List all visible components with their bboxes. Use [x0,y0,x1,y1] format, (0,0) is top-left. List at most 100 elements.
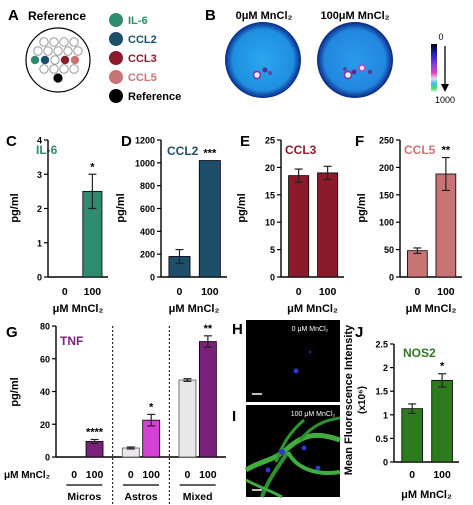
chart-j-xtick-label-1: 100 [433,469,451,481]
chart-j-bar-0 [401,408,423,463]
chart-e-bar-0 [288,175,310,278]
chart-g-ytick-label-0: 0 [45,453,50,463]
chart-f-xtick-label-0: 0 [414,286,420,298]
legend-swatch-1 [109,32,123,46]
chart-d-ytick-label-2: 400 [140,227,155,237]
chart-c-ytick-label-3: 3 [37,170,42,180]
panel-a-legend: IL-6 CCL2 CCL3 CCL5 Reference [109,13,181,103]
chart-g-xtick-label-3: 100 [142,469,160,481]
chart-j-xlabel: μM MnCl₂ [401,489,452,501]
chart-d-xtick-label-0: 0 [177,286,183,298]
chart-j-ytick-label-2: 1 [383,410,388,420]
chart-f-title: CCL5 [404,143,436,157]
chart-g-ylabel: pg/ml [9,377,21,406]
chart-c-ytick-label-0: 0 [37,273,42,283]
legend-label-4: Reference [128,91,181,103]
chart-j-ytick-label-0: 0 [383,458,388,468]
chart-f-sig-1: ** [442,145,451,157]
micrograph-h: 0 μM MnCl₂ [246,320,340,402]
chart-g-xtick-label-4: 0 [185,469,191,481]
micrograph-i: 100 μM MnCl₂ [244,405,341,499]
chart-e-ylabel: pg/ml [236,193,248,222]
panel-letter-f: F [355,133,364,150]
panel-letter-c: C [6,133,17,150]
panel-a-title: Reference [28,9,86,23]
legend-label-2: CCL3 [128,53,157,65]
spot-ccl3 [60,55,70,65]
chart-f-ytick-label-5: 250 [379,136,394,146]
chart-j-ytick-label-4: 2 [383,363,388,373]
reference-array-diagram [25,27,91,93]
chart-g-title: TNF [60,334,83,348]
chart-e-ccl3: E CCL3 pg/ml 0 5 10 15 20 25 μM MnCl₂ 0 100 [236,133,344,315]
chart-c-xtick-label-0: 0 [62,286,68,298]
chart-c-ytick-label-2: 2 [37,204,42,214]
chart-g-sig-3: * [149,401,154,413]
legend-label-0: IL-6 [128,15,148,27]
chart-c-title: IL-6 [36,143,58,157]
chart-g-xtick-label-2: 0 [128,469,134,481]
chart-g-ytick-label-4: 80 [40,322,50,332]
chart-f-ytick-label-0: 0 [389,273,394,283]
chart-d-title: CCL2 [167,144,199,158]
chart-j-sig-1: * [440,361,445,373]
panel-letter-h: H [232,321,243,338]
chart-d-xtick-label-1: 100 [201,286,219,298]
chart-d-xlabel: μM MnCl₂ [169,303,220,315]
panel-b-label-right: 100μM MnCl₂ [320,10,389,22]
scale-bottom-label: 1000 [435,95,455,105]
spot-ccl2 [40,55,50,65]
chart-e-ytick-label-5: 25 [265,136,275,146]
chart-e-xtick-label-0: 0 [296,286,302,298]
chart-d-ccl2: D CCL2 pg/ml 0 200 400 600 800 1000 1200 μM MnCl₂ 0… [115,133,227,315]
panel-letter-e: E [240,133,250,150]
chart-g-ytick-label-1: 20 [40,420,50,430]
chart-j-ytick-label-3: 1.5 [375,387,388,397]
panel-letter-j: J [355,324,363,341]
chart-g-ytick-label-2: 40 [40,387,50,397]
chart-g-group-label-0: Micros [67,491,101,503]
chart-g-xtick-label-1: 100 [86,469,104,481]
chart-f-ytick-label-1: 50 [384,245,394,255]
chart-g-xtick-label-0: 0 [71,469,77,481]
chart-f-ylabel: pg/ml [356,193,368,222]
chart-g-bar-5 [198,341,217,458]
chart-g-bar-4 [178,379,197,458]
chart-d-ylabel: pg/ml [115,193,127,222]
chart-j-ytick-label-5: 2.5 [375,340,388,350]
membrane-0um [225,22,301,98]
chart-j-xtick-label-0: 0 [409,469,415,481]
chart-c-xlabel: μM MnCl₂ [53,303,104,315]
chart-g-group-label-2: Mixed [183,491,213,503]
chart-j-ylabel2: (x10⁶) [357,386,368,414]
chart-f-ccl5: F CCL5 pg/ml 0 50 100 150 200 250 μM MnCl₂ 0 ** 100 [355,133,462,315]
panel-letter-a: A [8,7,19,24]
scale-top-label: 0 [438,32,443,42]
chart-d-ytick-label-0: 0 [150,273,155,283]
panel-b-label-left: 0μM MnCl₂ [236,10,293,22]
micrograph-i-label: 100 μM MnCl₂ [291,411,336,418]
chart-g-ytick-label-3: 60 [40,354,50,364]
chart-c-ytick-label-4: 4 [37,136,42,146]
legend-swatch-4 [109,89,123,103]
panel-letter-b: B [205,7,216,24]
chart-f-ytick-label-3: 150 [379,190,394,200]
panel-letter-g: G [6,324,18,341]
chart-f-ytick-label-4: 200 [379,163,394,173]
chart-e-ytick-label-0: 0 [270,273,275,283]
chart-c-xtick-label-1: 100 [84,286,102,298]
chart-c-sig-1: * [90,161,95,173]
intensity-scale-bar [431,44,437,92]
chart-c-ylabel: pg/ml [9,193,21,222]
legend-swatch-3 [109,70,123,84]
chart-j-ylabel: Mean Fluorescence Intensity [343,324,355,475]
chart-j-bar-1 [431,379,453,463]
chart-d-ytick-label-4: 800 [140,181,155,191]
chart-j-ytick-label-1: 0.5 [375,434,388,444]
spot-ccl5 [70,55,80,65]
chart-e-ytick-label-4: 20 [265,163,275,173]
panel-letter-d: D [121,133,132,150]
chart-d-bar-1 [198,160,221,278]
chart-e-ytick-label-1: 5 [270,245,275,255]
